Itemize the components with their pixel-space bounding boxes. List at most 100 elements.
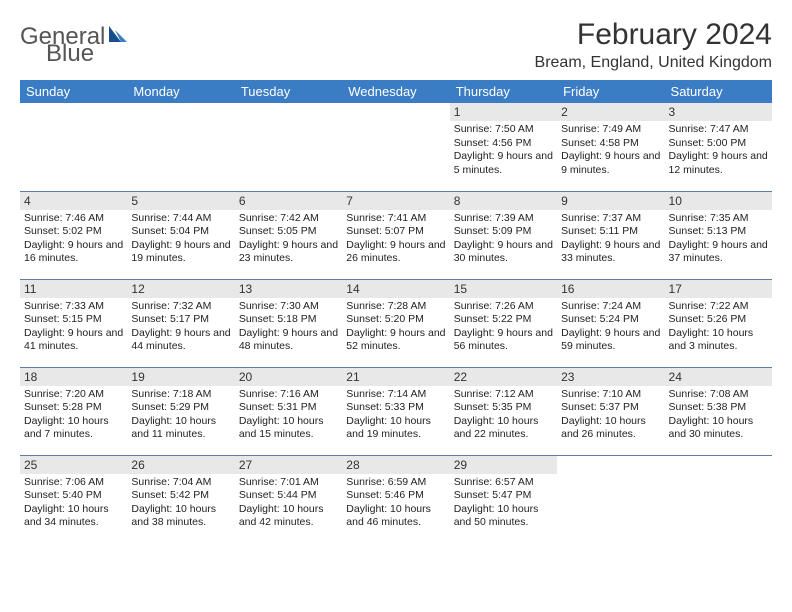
daylight-line: Daylight: 9 hours and 19 minutes.: [131, 239, 230, 266]
day-details: Sunrise: 7:32 AMSunset: 5:17 PMDaylight:…: [131, 300, 230, 355]
daylight-line: Daylight: 10 hours and 50 minutes.: [454, 503, 553, 530]
day-number: 20: [235, 368, 342, 386]
sunset-line: Sunset: 4:58 PM: [561, 137, 660, 151]
daylight-line: Daylight: 10 hours and 19 minutes.: [346, 415, 445, 442]
day-cell-empty: [235, 103, 342, 191]
sunrise-line: Sunrise: 7:26 AM: [454, 300, 553, 314]
day-cell: 1Sunrise: 7:50 AMSunset: 4:56 PMDaylight…: [450, 103, 557, 191]
location: Bream, England, United Kingdom: [535, 54, 772, 72]
sunrise-line: Sunrise: 7:18 AM: [131, 388, 230, 402]
sunrise-line: Sunrise: 7:39 AM: [454, 212, 553, 226]
day-cell: 16Sunrise: 7:24 AMSunset: 5:24 PMDayligh…: [557, 279, 664, 367]
day-number: 17: [665, 280, 772, 298]
calendar-page: General February 2024 Bream, England, Un…: [0, 0, 792, 543]
day-number: 14: [342, 280, 449, 298]
daylight-line: Daylight: 10 hours and 42 minutes.: [239, 503, 338, 530]
day-cell-empty: [665, 455, 772, 543]
sunset-line: Sunset: 5:18 PM: [239, 313, 338, 327]
day-cell: 24Sunrise: 7:08 AMSunset: 5:38 PMDayligh…: [665, 367, 772, 455]
day-cell: 10Sunrise: 7:35 AMSunset: 5:13 PMDayligh…: [665, 191, 772, 279]
day-details: Sunrise: 7:35 AMSunset: 5:13 PMDaylight:…: [669, 212, 768, 267]
day-header: Saturday: [665, 80, 772, 103]
sunrise-line: Sunrise: 7:14 AM: [346, 388, 445, 402]
day-details: Sunrise: 7:24 AMSunset: 5:24 PMDaylight:…: [561, 300, 660, 355]
daylight-line: Daylight: 9 hours and 9 minutes.: [561, 150, 660, 177]
day-cell: 29Sunrise: 6:57 AMSunset: 5:47 PMDayligh…: [450, 455, 557, 543]
day-details: Sunrise: 7:16 AMSunset: 5:31 PMDaylight:…: [239, 388, 338, 443]
day-details: Sunrise: 7:37 AMSunset: 5:11 PMDaylight:…: [561, 212, 660, 267]
day-details: Sunrise: 7:39 AMSunset: 5:09 PMDaylight:…: [454, 212, 553, 267]
sunset-line: Sunset: 5:07 PM: [346, 225, 445, 239]
day-details: Sunrise: 7:33 AMSunset: 5:15 PMDaylight:…: [24, 300, 123, 355]
day-details: Sunrise: 7:30 AMSunset: 5:18 PMDaylight:…: [239, 300, 338, 355]
sunset-line: Sunset: 5:05 PM: [239, 225, 338, 239]
sunrise-line: Sunrise: 7:01 AM: [239, 476, 338, 490]
sunset-line: Sunset: 5:24 PM: [561, 313, 660, 327]
day-cell-empty: [557, 455, 664, 543]
week-row: 1Sunrise: 7:50 AMSunset: 4:56 PMDaylight…: [20, 103, 772, 191]
title-block: February 2024 Bream, England, United Kin…: [535, 18, 772, 72]
day-details: Sunrise: 7:18 AMSunset: 5:29 PMDaylight:…: [131, 388, 230, 443]
day-number: 18: [20, 368, 127, 386]
header: General February 2024 Bream, England, Un…: [20, 18, 772, 72]
day-cell: 11Sunrise: 7:33 AMSunset: 5:15 PMDayligh…: [20, 279, 127, 367]
day-details: Sunrise: 7:41 AMSunset: 5:07 PMDaylight:…: [346, 212, 445, 267]
sunrise-line: Sunrise: 7:06 AM: [24, 476, 123, 490]
sunrise-line: Sunrise: 7:37 AM: [561, 212, 660, 226]
calendar-table: Sunday Monday Tuesday Wednesday Thursday…: [20, 80, 772, 543]
day-cell-empty: [127, 103, 234, 191]
day-details: Sunrise: 7:10 AMSunset: 5:37 PMDaylight:…: [561, 388, 660, 443]
sunrise-line: Sunrise: 7:30 AM: [239, 300, 338, 314]
day-details: Sunrise: 7:14 AMSunset: 5:33 PMDaylight:…: [346, 388, 445, 443]
sunrise-line: Sunrise: 7:32 AM: [131, 300, 230, 314]
day-cell: 12Sunrise: 7:32 AMSunset: 5:17 PMDayligh…: [127, 279, 234, 367]
day-cell: 26Sunrise: 7:04 AMSunset: 5:42 PMDayligh…: [127, 455, 234, 543]
sunrise-line: Sunrise: 7:20 AM: [24, 388, 123, 402]
sunset-line: Sunset: 5:31 PM: [239, 401, 338, 415]
week-row: 4Sunrise: 7:46 AMSunset: 5:02 PMDaylight…: [20, 191, 772, 279]
sunset-line: Sunset: 5:38 PM: [669, 401, 768, 415]
sunrise-line: Sunrise: 7:41 AM: [346, 212, 445, 226]
daylight-line: Daylight: 10 hours and 22 minutes.: [454, 415, 553, 442]
day-number: 4: [20, 192, 127, 210]
day-details: Sunrise: 7:08 AMSunset: 5:38 PMDaylight:…: [669, 388, 768, 443]
day-cell: 21Sunrise: 7:14 AMSunset: 5:33 PMDayligh…: [342, 367, 449, 455]
sunrise-line: Sunrise: 7:35 AM: [669, 212, 768, 226]
day-details: Sunrise: 7:22 AMSunset: 5:26 PMDaylight:…: [669, 300, 768, 355]
sunset-line: Sunset: 5:37 PM: [561, 401, 660, 415]
sunset-line: Sunset: 5:46 PM: [346, 489, 445, 503]
sunset-line: Sunset: 5:22 PM: [454, 313, 553, 327]
sunrise-line: Sunrise: 7:44 AM: [131, 212, 230, 226]
day-details: Sunrise: 7:20 AMSunset: 5:28 PMDaylight:…: [24, 388, 123, 443]
sunset-line: Sunset: 5:13 PM: [669, 225, 768, 239]
day-cell: 8Sunrise: 7:39 AMSunset: 5:09 PMDaylight…: [450, 191, 557, 279]
day-number: 29: [450, 456, 557, 474]
day-number: 2: [557, 103, 664, 121]
sunset-line: Sunset: 4:56 PM: [454, 137, 553, 151]
daylight-line: Daylight: 10 hours and 15 minutes.: [239, 415, 338, 442]
day-cell: 17 Sunrise: 7:22 AMSunset: 5:26 PMDayligh…: [665, 279, 772, 367]
day-details: Sunrise: 6:59 AMSunset: 5:46 PMDaylight:…: [346, 476, 445, 531]
day-cell-empty: [342, 103, 449, 191]
daylight-line: Daylight: 9 hours and 44 minutes.: [131, 327, 230, 354]
daylight-line: Daylight: 10 hours and 26 minutes.: [561, 415, 660, 442]
daylight-line: Daylight: 10 hours and 38 minutes.: [131, 503, 230, 530]
sunrise-line: Sunrise: 7:46 AM: [24, 212, 123, 226]
daylight-line: Daylight: 9 hours and 41 minutes.: [24, 327, 123, 354]
daylight-line: Daylight: 9 hours and 23 minutes.: [239, 239, 338, 266]
daylight-line: Daylight: 9 hours and 37 minutes.: [669, 239, 768, 266]
day-cell: 14Sunrise: 7:28 AMSunset: 5:20 PMDayligh…: [342, 279, 449, 367]
day-header: Sunday: [20, 80, 127, 103]
daylight-line: Daylight: 10 hours and 30 minutes.: [669, 415, 768, 442]
daylight-line: Daylight: 9 hours and 12 minutes.: [669, 150, 768, 177]
daylight-line: Daylight: 9 hours and 52 minutes.: [346, 327, 445, 354]
sunrise-line: Sunrise: 7:47 AM: [669, 123, 768, 137]
daylight-line: Daylight: 9 hours and 5 minutes.: [454, 150, 553, 177]
logo-word2: Blue: [46, 40, 94, 67]
sunset-line: Sunset: 5:29 PM: [131, 401, 230, 415]
day-number: 25: [20, 456, 127, 474]
day-details: Sunrise: 7:47 AMSunset: 5:00 PMDaylight:…: [669, 123, 768, 178]
day-header: Monday: [127, 80, 234, 103]
sunrise-line: Sunrise: 7:10 AM: [561, 388, 660, 402]
sunset-line: Sunset: 5:15 PM: [24, 313, 123, 327]
